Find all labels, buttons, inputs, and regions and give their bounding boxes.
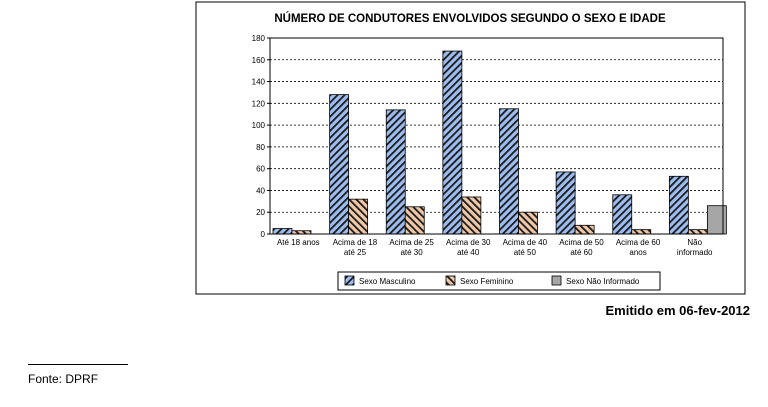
bar-sexo-masculino [385,109,406,235]
legend-swatch [344,275,355,286]
bar-sexo-nao-informado [706,205,727,235]
bar-sexo-masculino [442,50,463,235]
chart-frame [195,1,746,295]
emitted-date: Emitido em 06-fev-2012 [605,303,750,318]
x-tick-label: Acima de 40 [503,238,548,247]
legend-label: Sexo Feminino [460,277,514,286]
y-tick-label: 140 [252,78,266,87]
x-tick-label: Acima de 30 [446,238,491,247]
legend-swatch [551,275,562,286]
y-axis-ticks: 0 20 40 60 80 100 120 140 160 180 [252,34,270,239]
x-tick-label: até 60 [570,248,593,257]
y-tick-label: 0 [261,230,266,239]
y-tick-label: 40 [256,186,265,195]
legend-label: Sexo Não Informado [566,277,640,286]
legend-label: Sexo Masculino [359,277,416,286]
bar-sexo-feminino [348,198,369,235]
footnote-rule [28,364,128,365]
x-tick-label: Acima de 50 [559,238,604,247]
chart-title: NÚMERO DE CONDUTORES ENVOLVIDOS SEGUNDO … [274,12,666,25]
x-tick-label: até 25 [344,248,367,257]
bar-sexo-feminino [518,211,538,235]
x-tick-label: Acima de 18 [333,238,378,247]
bar-sexo-masculino [272,228,293,235]
x-tick-label: até 30 [400,248,423,257]
x-tick-label: anos [629,248,646,257]
x-tick-label: informado [677,248,713,257]
y-tick-label: 100 [252,121,266,130]
bar-sexo-feminino [404,206,425,235]
y-tick-label: 160 [252,56,266,65]
bar-sexo-masculino [612,194,633,235]
bar-sexo-feminino [461,196,482,235]
bar-sexo-masculino [668,175,689,235]
plot-area-border [269,37,724,235]
legend: Sexo Masculino Sexo Feminino Sexo Não Info… [337,271,661,291]
source-note: Fonte: DPRF [28,372,99,386]
bar-sexo-masculino [555,171,576,235]
y-tick-label: 120 [252,99,266,108]
x-tick-label: Não [687,238,702,247]
bar-sexo-feminino [631,229,652,235]
bar-sexo-feminino [687,229,708,235]
y-tick-label: 20 [256,208,265,217]
x-tick-label: até 50 [514,248,537,257]
y-tick-label: 60 [256,165,265,174]
y-tick-label: 80 [256,143,265,152]
bar-sexo-masculino [329,94,350,235]
bar-sexo-feminino [574,224,595,235]
x-tick-label: até 40 [457,248,480,257]
x-tick-label: Até 18 anos [277,238,320,247]
legend-box [337,271,661,291]
legend-swatch [445,275,456,286]
y-tick-label: 180 [252,34,266,43]
x-tick-label: Acima de 60 [616,238,661,247]
bar-sexo-masculino [499,108,519,235]
x-tick-label: Acima de 25 [389,238,434,247]
